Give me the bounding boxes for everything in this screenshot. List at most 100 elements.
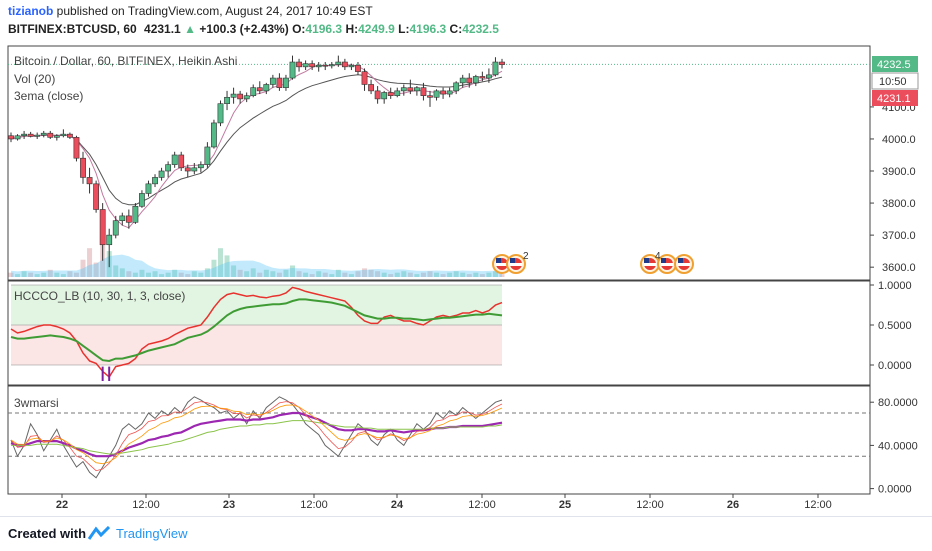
candle [361,68,368,91]
candle-body [479,76,486,79]
candle-body [34,134,41,137]
volume-bar [204,268,210,277]
event-flag-canton [510,258,515,263]
candle [40,130,47,138]
candle-body [230,93,237,98]
volume-bar [80,259,86,277]
candle [184,164,191,178]
candle-body [322,64,329,67]
candle [112,215,119,239]
candle-body [106,234,113,246]
candle-body [27,133,34,137]
volume-bar [329,274,335,277]
candle-body [309,63,316,68]
candle [139,190,145,208]
candle [433,89,440,101]
candle [381,90,388,104]
candle-body [413,87,420,92]
volume-bar [178,272,184,277]
event-flag-stripe [496,263,508,266]
hcccco-fast-line [10,286,503,379]
time-tick-label: 12:00 [132,499,160,511]
hcccco-slow-line [10,298,503,363]
volume-bar [499,274,505,277]
rsi-tick-label: 0.0000 [878,484,912,496]
rsi-label[interactable]: 3wmarsi [14,396,59,410]
candle [60,129,67,138]
volume-bar [322,272,328,277]
event-flag-canton [496,258,501,263]
candle-body [152,177,158,185]
event-flag-stripe [661,263,673,266]
candle [224,90,230,111]
candle [21,130,27,139]
time-tick-label: 26 [727,499,739,511]
volume-bar [217,248,223,277]
high-label: H: [345,22,359,36]
volume-bar [172,269,178,277]
candle [479,71,486,82]
volume-bar [388,274,394,277]
price-tick-label: 3600.0 [882,262,916,274]
volume-bar [231,265,237,277]
time-tick-label: 12:00 [804,499,832,511]
candle [309,60,316,71]
rsi-tick-label: 40.0000 [878,440,918,452]
tradingview-brand[interactable]: TradingView [116,526,188,541]
volume-bar [296,271,302,277]
volume-bar [263,269,269,277]
footer: Created with TradingView [0,516,932,551]
candle-body [145,183,152,194]
volume-bar [276,272,282,277]
candle [492,57,499,77]
volume-bar [165,272,171,277]
candle-body [197,164,204,169]
candle [204,142,211,168]
volume-bar [211,259,217,277]
time-tick-label: 12:00 [468,499,496,511]
candle [106,228,113,268]
volume-bar [303,272,309,277]
candle [341,58,348,71]
candle-body [67,133,73,138]
publish-text: published on TradingView.com, August 24,… [56,4,373,18]
bear-zone [11,325,502,365]
ema-label[interactable]: 3ema (close) [14,89,84,103]
candle [165,161,172,178]
candle-body [420,87,427,96]
main-pane-title[interactable]: Bitcoin / Dollar, 60, BITFINEX, Heikin A… [14,54,238,68]
candle-body [492,61,499,76]
hcccco-label[interactable]: HCCCO_LB (10, 30, 1, 3, close) [14,289,186,303]
volume-bar [290,265,296,277]
candle-body [427,95,433,98]
candle-body [289,61,296,79]
vol-label[interactable]: Vol (20) [14,72,56,86]
candle [472,74,479,87]
author-name[interactable]: tizianob [8,4,54,18]
last-price: 4231.1 [144,22,181,36]
volume-bar [447,272,453,277]
candle-body [276,77,283,88]
volume-bar [60,274,66,277]
candle-body [302,63,309,68]
volume-bar [401,271,407,277]
candle-body [328,64,335,67]
close-value: 4232.5 [462,22,499,36]
candle [335,55,342,67]
candle-body [472,76,479,84]
candle-body [407,87,414,92]
volume-bar [394,272,400,277]
candle [394,87,401,98]
candle-body [132,205,139,223]
event-flag-stripe [678,263,690,266]
volume-bar [492,271,498,277]
candle [67,132,73,139]
volume-bar [362,268,368,277]
volume-bar [73,272,79,277]
volume-bar [414,274,420,277]
symbol-label: BITFINEX:BTCUSD, 60 [8,22,137,36]
volume-bar [250,268,256,277]
chart-canvas[interactable]: 4100.04000.03900.03800.03700.03600.04232… [0,0,932,516]
candle [413,86,420,96]
